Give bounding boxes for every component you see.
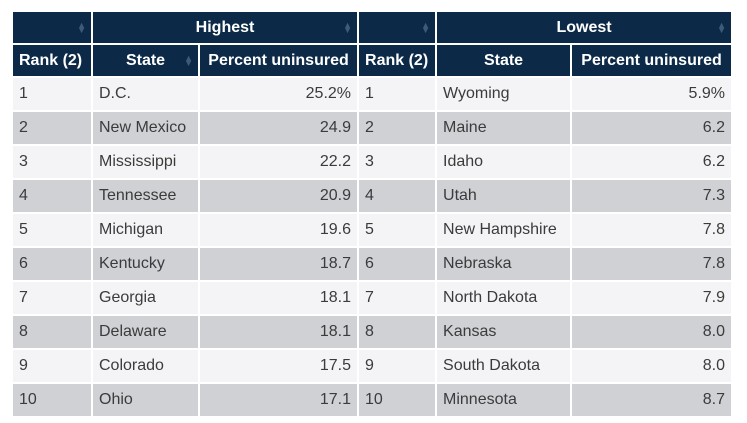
lowest-percent-cell: 6.2 <box>572 146 732 178</box>
table-row: 8 Delaware 18.1 8 Kansas 8.0 <box>13 316 732 348</box>
group-header-highest[interactable]: Highest ▲ ▼ <box>93 12 358 43</box>
highest-rank-cell: 2 <box>13 112 91 144</box>
column-header-highest-state-label: State <box>125 51 166 69</box>
table-row: 1 D.C. 25.2% 1 Wyoming 5.9% <box>13 78 732 110</box>
table-row: 5 Michigan 19.6 5 New Hampshire 7.8 <box>13 214 732 246</box>
highest-state-cell: Georgia <box>93 282 198 314</box>
group-header-spacer-left[interactable]: ▲ ▼ <box>13 12 91 43</box>
highest-state-cell: Michigan <box>93 214 198 246</box>
lowest-state-cell: South Dakota <box>437 350 571 382</box>
highest-state-cell: Delaware <box>93 316 198 348</box>
lowest-rank-cell: 1 <box>359 78 436 110</box>
sort-arrows-icon[interactable]: ▲ ▼ <box>717 19 727 35</box>
highest-rank-cell: 7 <box>13 282 91 314</box>
lowest-percent-cell: 7.8 <box>572 214 732 246</box>
table-row: 4 Tennessee 20.9 4 Utah 7.3 <box>13 180 732 212</box>
highest-state-cell: Tennessee <box>93 180 198 212</box>
highest-percent-cell: 18.1 <box>200 316 358 348</box>
sort-arrows-icon[interactable]: ▲ ▼ <box>184 52 193 68</box>
lowest-state-cell: Minnesota <box>437 384 571 416</box>
highest-state-cell: Ohio <box>93 384 198 416</box>
highest-rank-cell: 9 <box>13 350 91 382</box>
lowest-percent-cell: 5.9% <box>572 78 732 110</box>
lowest-state-cell: North Dakota <box>437 282 571 314</box>
lowest-state-cell: Maine <box>437 112 571 144</box>
lowest-percent-cell: 7.8 <box>572 248 732 280</box>
highest-percent-cell: 17.5 <box>200 350 358 382</box>
sort-arrows-icon[interactable]: ▲ ▼ <box>77 19 86 35</box>
table-row: 6 Kentucky 18.7 6 Nebraska 7.8 <box>13 248 732 280</box>
table-row: 2 New Mexico 24.9 2 Maine 6.2 <box>13 112 732 144</box>
column-header-lowest-state[interactable]: State <box>437 45 571 76</box>
column-header-highest-percent[interactable]: Percent uninsured <box>200 45 358 76</box>
table-row: 7 Georgia 18.1 7 North Dakota 7.9 <box>13 282 732 314</box>
column-header-highest-state[interactable]: State ▲ ▼ <box>93 45 198 76</box>
lowest-percent-cell: 6.2 <box>572 112 732 144</box>
table-row: 3 Mississippi 22.2 3 Idaho 6.2 <box>13 146 732 178</box>
highest-percent-cell: 18.1 <box>200 282 358 314</box>
highest-rank-cell: 3 <box>13 146 91 178</box>
lowest-rank-cell: 5 <box>359 214 436 246</box>
lowest-percent-cell: 8.0 <box>572 350 732 382</box>
highest-rank-cell: 6 <box>13 248 91 280</box>
group-header-spacer-right[interactable]: ▲ ▼ <box>359 12 436 43</box>
highest-percent-cell: 19.6 <box>200 214 358 246</box>
column-header-lowest-percent[interactable]: Percent uninsured <box>572 45 732 76</box>
lowest-percent-cell: 7.3 <box>572 180 732 212</box>
highest-rank-cell: 8 <box>13 316 91 348</box>
group-header-lowest[interactable]: Lowest ▲ ▼ <box>437 12 732 43</box>
highest-rank-cell: 5 <box>13 214 91 246</box>
lowest-percent-cell: 8.0 <box>572 316 732 348</box>
highest-state-cell: Kentucky <box>93 248 198 280</box>
lowest-state-cell: Kansas <box>437 316 571 348</box>
highest-percent-cell: 20.9 <box>200 180 358 212</box>
highest-percent-cell: 22.2 <box>200 146 358 178</box>
lowest-state-cell: New Hampshire <box>437 214 571 246</box>
lowest-state-cell: Nebraska <box>437 248 571 280</box>
lowest-rank-cell: 8 <box>359 316 436 348</box>
group-header-lowest-label: Lowest <box>556 18 612 36</box>
sort-arrows-icon[interactable]: ▲ ▼ <box>421 19 431 35</box>
highest-state-cell: New Mexico <box>93 112 198 144</box>
lowest-rank-cell: 9 <box>359 350 436 382</box>
lowest-rank-cell: 3 <box>359 146 436 178</box>
lowest-rank-cell: 7 <box>359 282 436 314</box>
highest-rank-cell: 10 <box>13 384 91 416</box>
lowest-state-cell: Idaho <box>437 146 571 178</box>
lowest-state-cell: Wyoming <box>437 78 571 110</box>
highest-percent-cell: 25.2% <box>200 78 358 110</box>
lowest-rank-cell: 10 <box>359 384 436 416</box>
table-row: 9 Colorado 17.5 9 South Dakota 8.0 <box>13 350 732 382</box>
highest-rank-cell: 4 <box>13 180 91 212</box>
lowest-state-cell: Utah <box>437 180 571 212</box>
column-header-lowest-rank[interactable]: Rank (2) <box>359 45 436 76</box>
group-header-highest-label: Highest <box>195 18 255 36</box>
table-row: 10 Ohio 17.1 10 Minnesota 8.7 <box>13 384 732 416</box>
highest-state-cell: Mississippi <box>93 146 198 178</box>
highest-state-cell: D.C. <box>93 78 198 110</box>
highest-percent-cell: 18.7 <box>200 248 358 280</box>
highest-rank-cell: 1 <box>13 78 91 110</box>
lowest-rank-cell: 6 <box>359 248 436 280</box>
highest-percent-cell: 24.9 <box>200 112 358 144</box>
lowest-rank-cell: 4 <box>359 180 436 212</box>
lowest-rank-cell: 2 <box>359 112 436 144</box>
column-header-row: Rank (2) State ▲ ▼ Percent uninsured Rank… <box>13 45 732 76</box>
lowest-percent-cell: 8.7 <box>572 384 732 416</box>
lowest-percent-cell: 7.9 <box>572 282 732 314</box>
highest-state-cell: Colorado <box>93 350 198 382</box>
group-header-row: ▲ ▼ Highest ▲ ▼ ▲ ▼ Lowest ▲ ▼ <box>13 12 732 43</box>
column-header-highest-rank[interactable]: Rank (2) <box>13 45 91 76</box>
sort-arrows-icon[interactable]: ▲ ▼ <box>343 19 353 35</box>
highest-percent-cell: 17.1 <box>200 384 358 416</box>
uninsured-rankings-table-container: ▲ ▼ Highest ▲ ▼ ▲ ▼ Lowest ▲ ▼ Rank (2) Stat… <box>13 12 735 416</box>
uninsured-rankings-table: ▲ ▼ Highest ▲ ▼ ▲ ▼ Lowest ▲ ▼ Rank (2) Stat… <box>11 10 733 418</box>
